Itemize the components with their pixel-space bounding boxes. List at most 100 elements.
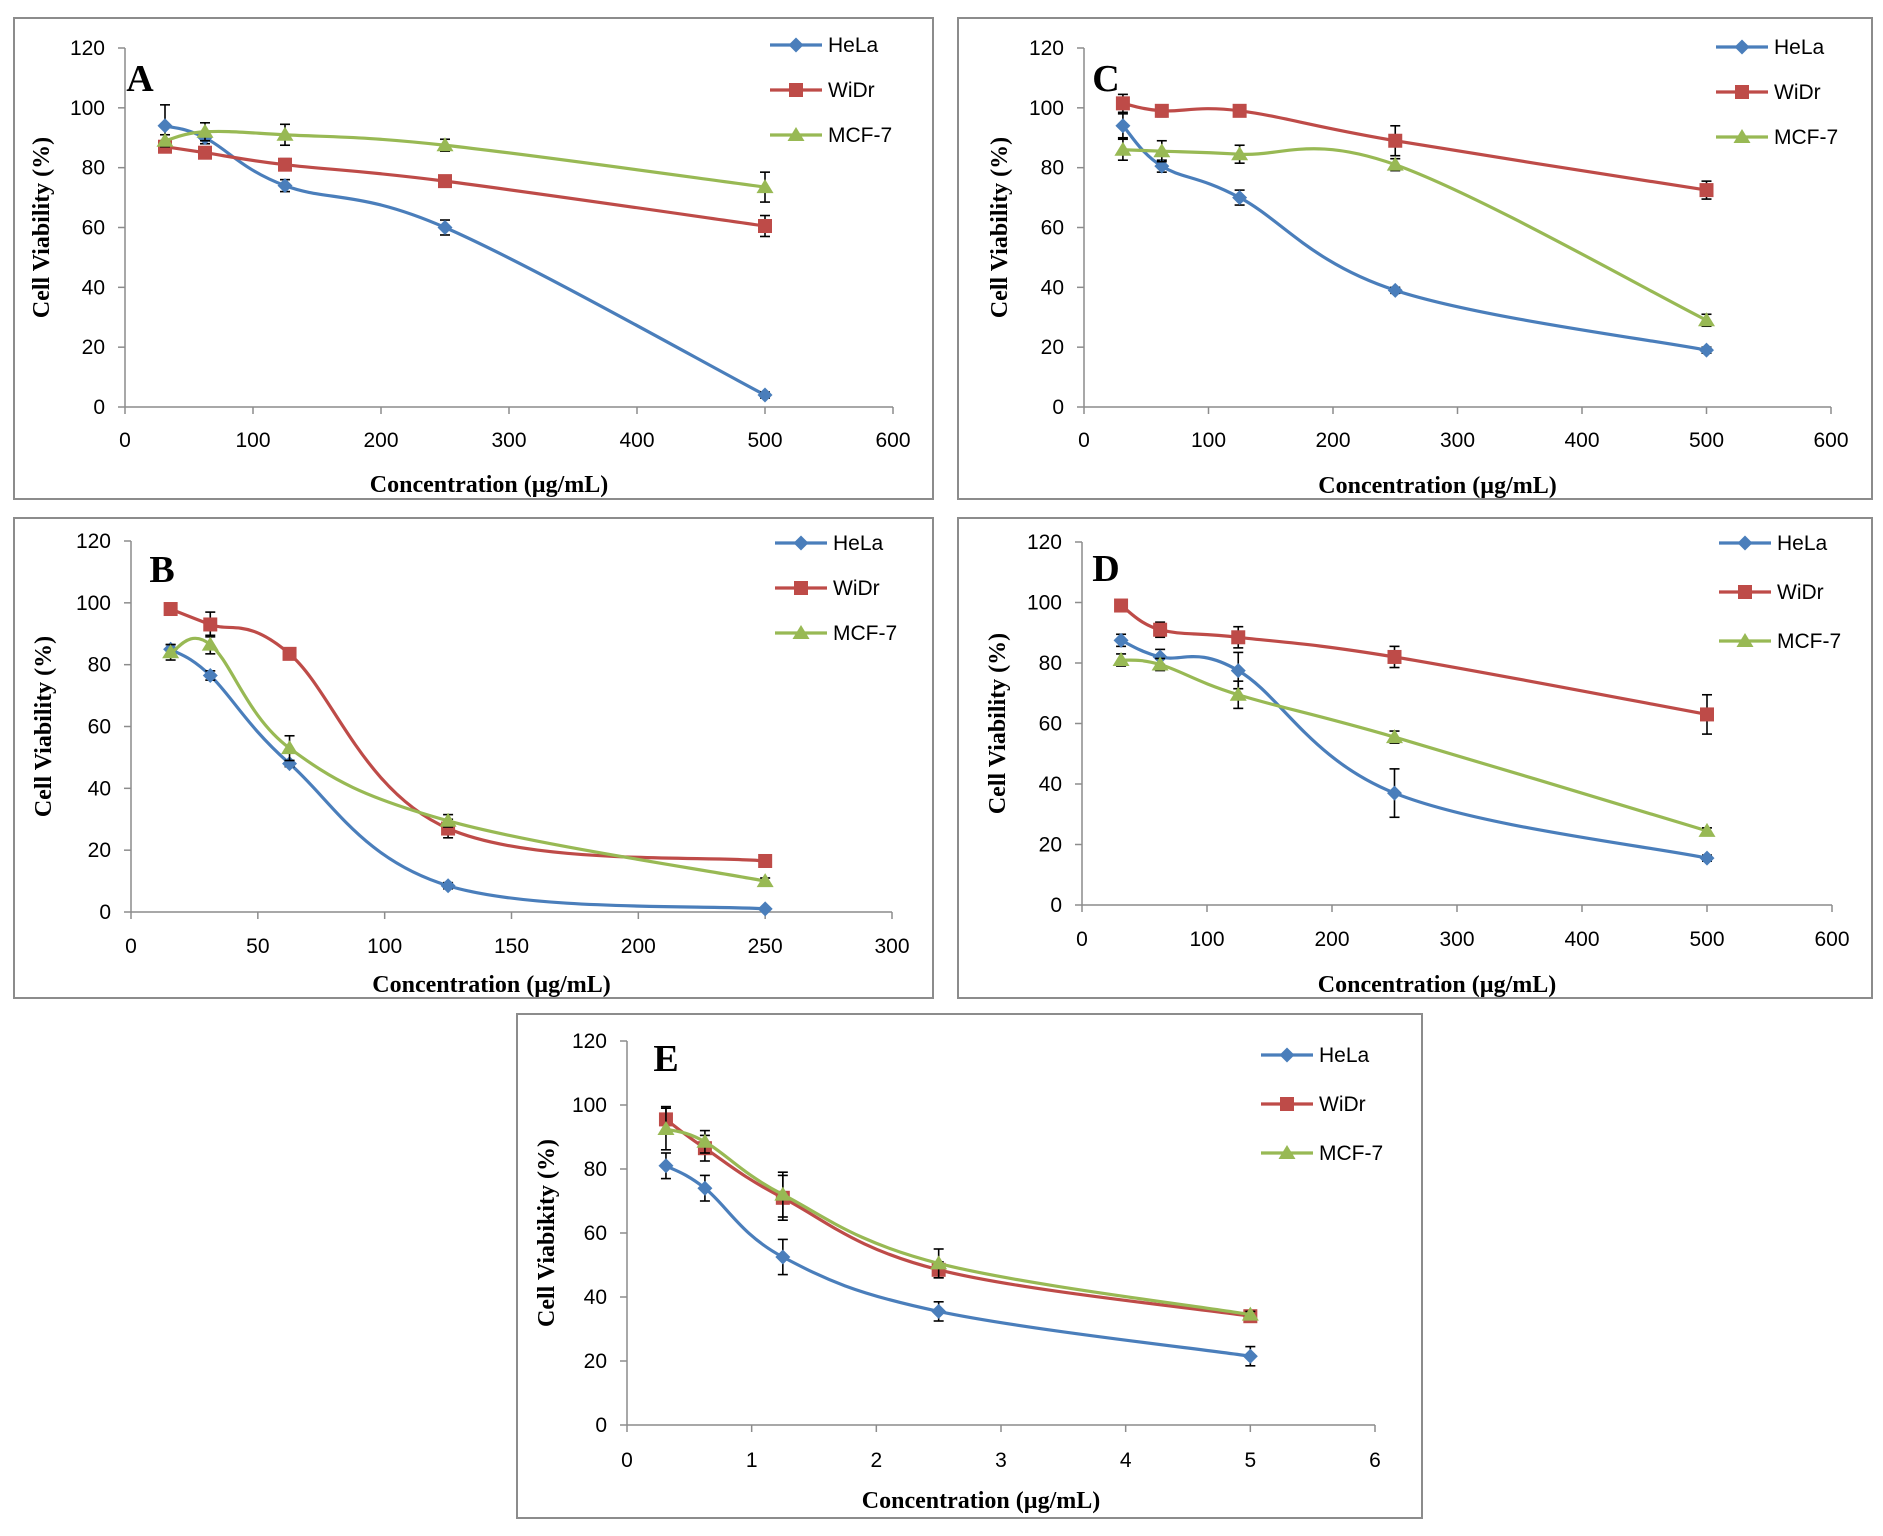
x-tick-label: 200 (1315, 429, 1350, 452)
series-line (1120, 604, 1708, 716)
legend-item: HeLa (1261, 1044, 1370, 1067)
data-point-marker (1115, 96, 1130, 111)
y-tick-label: 60 (82, 217, 105, 240)
data-point-marker (281, 740, 299, 755)
data-point-marker (440, 878, 456, 894)
data-point-marker (774, 1186, 792, 1201)
x-axis-title: Concentration (µg/mL) (372, 972, 610, 998)
legend: HeLa WiDr MCF-7 (1261, 1044, 1383, 1165)
x-tick-label: 300 (1440, 429, 1475, 452)
legend-label: MCF-7 (828, 124, 892, 147)
data-point-marker (1231, 630, 1246, 645)
y-tick-label: 60 (584, 1222, 607, 1245)
y-axis-title: Cell Viability (%) (29, 137, 55, 318)
data-point-marker (1387, 649, 1402, 664)
x-tick-label: 600 (875, 429, 910, 452)
data-point-marker (1699, 850, 1715, 866)
y-tick-label: 20 (82, 336, 105, 359)
legend-item: HeLa (1716, 36, 1825, 59)
legend-marker (1280, 1097, 1294, 1111)
data-point-marker (436, 137, 454, 152)
y-tick-label: 100 (76, 592, 111, 615)
data-point-marker (198, 145, 212, 160)
series-hela (658, 1152, 1258, 1367)
y-tick-label: 40 (82, 276, 105, 299)
legend: HeLa WiDr MCF-7 (1719, 532, 1841, 653)
y-tick-label: 120 (76, 530, 111, 553)
y-tick-label: 120 (1029, 37, 1064, 60)
x-tick-label: 500 (1689, 928, 1724, 951)
y-axis-title: Cell Viability (%) (31, 636, 57, 817)
data-point-marker (757, 901, 773, 917)
x-tick-label: 100 (1189, 928, 1224, 951)
legend-label: WiDr (1774, 81, 1821, 104)
legend-label: HeLa (1774, 36, 1825, 59)
series-hela (163, 641, 773, 917)
series-line (665, 1118, 1251, 1318)
series-hela (157, 104, 773, 403)
legend-item: WiDr (775, 577, 880, 600)
x-tick-label: 300 (874, 935, 909, 958)
y-tick-label: 0 (595, 1414, 607, 1437)
data-point-marker (1231, 146, 1249, 161)
x-tick-label: 200 (1314, 928, 1349, 951)
panel-e: 0 20 40 60 80 100 120 0 1 2 3 4 5 6 Concentration (µg/… (516, 1013, 1423, 1519)
legend-marker (789, 83, 803, 97)
y-tick-label: 60 (1039, 713, 1062, 736)
x-tick-label: 250 (748, 935, 783, 958)
data-point-marker (163, 602, 178, 617)
legend-label: HeLa (828, 34, 879, 57)
data-point-marker (438, 174, 452, 189)
data-point-marker (201, 636, 219, 651)
legend-marker (793, 535, 809, 551)
x-tick-label: 500 (747, 429, 782, 452)
data-point-marker (1151, 656, 1169, 671)
series-line (1121, 124, 1707, 352)
legend-label: HeLa (1777, 532, 1828, 555)
y-tick-label: 60 (88, 716, 111, 739)
panel-label: D (1092, 548, 1119, 590)
legend-marker (1734, 39, 1750, 55)
data-point-marker (758, 853, 773, 868)
data-point-marker (1112, 651, 1130, 666)
y-tick-label: 40 (584, 1286, 607, 1309)
series-line (164, 124, 766, 397)
legend-label: MCF-7 (1774, 126, 1838, 149)
data-point-marker (1388, 133, 1403, 148)
series-line (169, 636, 766, 883)
y-tick-label: 120 (572, 1030, 607, 1053)
data-point-marker (1229, 686, 1247, 701)
x-tick-label: 0 (119, 429, 131, 452)
panel-c: 0 20 40 60 80 100 120 0 100 200 300 400 500 600 Concen… (957, 17, 1873, 500)
data-point-marker (1113, 632, 1129, 648)
x-tick-label: 300 (1439, 928, 1474, 951)
data-point-marker (1241, 1306, 1259, 1321)
legend: HeLa WiDr MCF-7 (1716, 36, 1838, 149)
legend-item: WiDr (1261, 1093, 1366, 1116)
x-tick-label: 4 (1120, 1449, 1132, 1472)
data-point-marker (756, 179, 774, 194)
series-line (1122, 101, 1707, 192)
y-tick-label: 20 (88, 839, 111, 862)
data-point-marker (1232, 103, 1247, 118)
x-axis-title: Concentration (µg/mL) (370, 472, 608, 498)
x-axis-title: Concentration (µg/mL) (1318, 972, 1556, 998)
data-point-marker (157, 118, 173, 134)
legend-item: MCF-7 (775, 622, 897, 645)
y-tick-label: 80 (584, 1158, 607, 1181)
series-line (665, 1164, 1251, 1358)
x-tick-label: 0 (621, 1449, 633, 1472)
series-widr (658, 1105, 1258, 1324)
series-mcf-7 (156, 121, 774, 203)
legend-marker (1735, 85, 1749, 99)
legend-marker (1279, 1047, 1295, 1063)
y-tick-label: 20 (584, 1350, 607, 1373)
x-tick-label: 400 (619, 429, 654, 452)
legend-label: HeLa (1319, 1044, 1370, 1067)
data-point-marker (1114, 141, 1132, 156)
x-tick-label: 6 (1369, 1449, 1381, 1472)
data-point-marker (1386, 156, 1404, 171)
y-tick-label: 80 (1039, 652, 1062, 675)
data-point-marker (277, 178, 293, 194)
legend-marker (792, 625, 810, 639)
